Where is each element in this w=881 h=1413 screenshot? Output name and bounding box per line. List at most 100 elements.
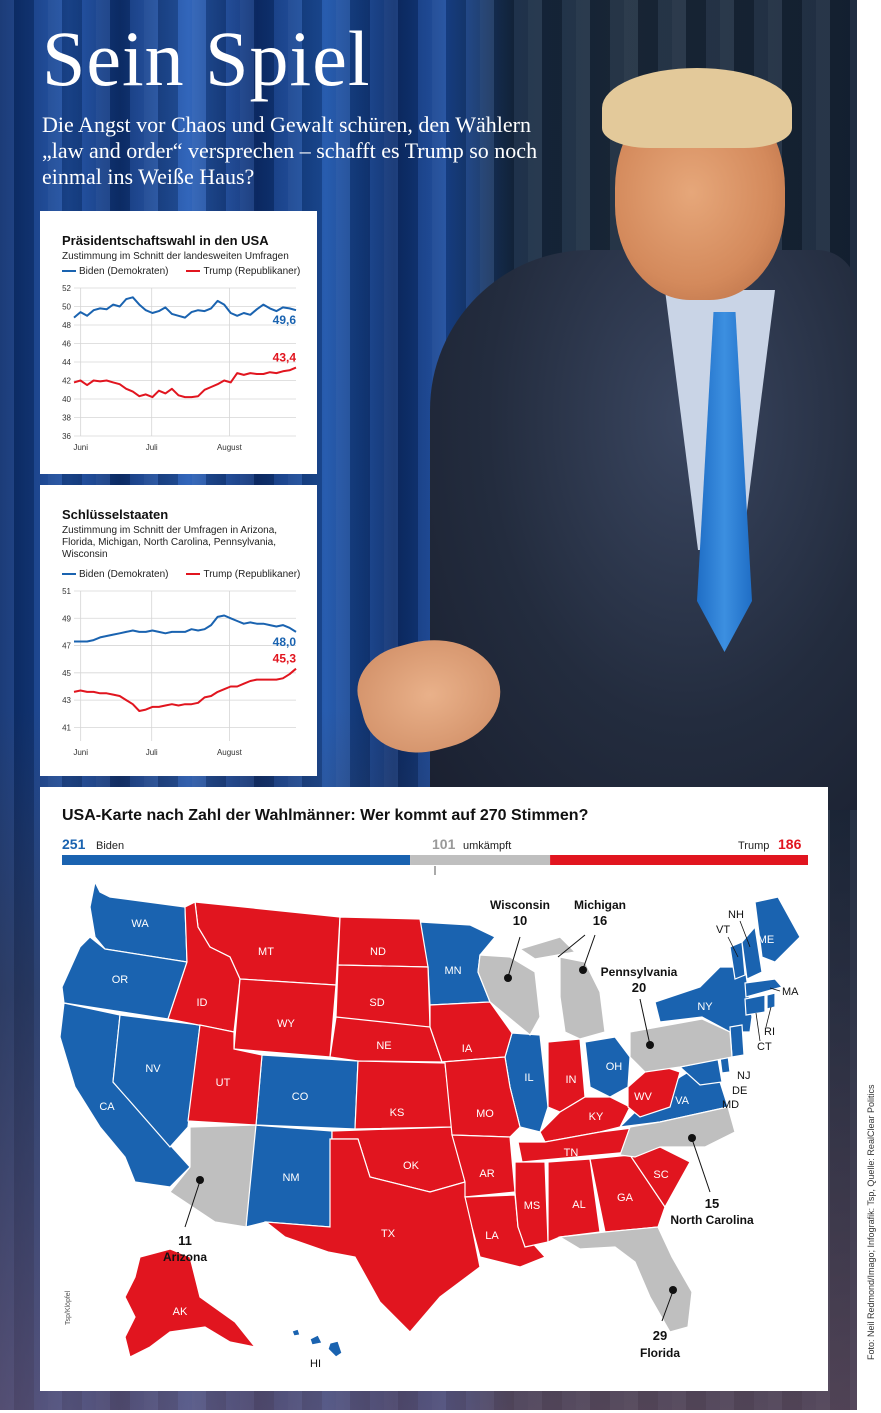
state-TX — [264, 1138, 481, 1333]
y-tick-label: 40 — [62, 395, 71, 404]
chart1-legend-biden: Biden (Demokraten) — [62, 266, 168, 277]
label-SC: SC — [653, 1169, 668, 1181]
label-IN: IN — [566, 1074, 577, 1086]
legend-label: Trump (Republikaner) — [203, 266, 301, 277]
state-PA — [629, 1018, 733, 1073]
callout-north-carolina-name: North Carolina — [670, 1213, 754, 1227]
label-OR: OR — [112, 974, 129, 986]
y-tick-label: 52 — [62, 284, 71, 293]
label-DE: DE — [732, 1085, 747, 1097]
legend-label: Trump (Republikaner) — [203, 569, 301, 580]
state-ME — [754, 896, 801, 963]
y-tick-label: 44 — [62, 358, 71, 367]
state-MI — [518, 936, 606, 1040]
x-tick-label: Juni — [73, 443, 88, 452]
x-tick-label: August — [217, 748, 243, 757]
photo-credit: Foto: Neil Redmond/Imago; Infografik: Ts… — [866, 1084, 876, 1360]
label-TN: TN — [564, 1147, 579, 1159]
chart2-title: Schlüsselstaaten — [62, 507, 169, 522]
x-tick-label: Juli — [146, 748, 158, 757]
callout-michigan-name: Michigan — [574, 898, 626, 912]
state-VT — [729, 941, 746, 980]
callout-arizona-votes: 11 — [178, 1233, 192, 1248]
chart1-legend: Biden (Demokraten) Trump (Republikaner) — [62, 266, 300, 277]
callout-florida-name: Florida — [640, 1346, 680, 1360]
label-CA: CA — [99, 1101, 115, 1113]
label-KS: KS — [390, 1107, 405, 1119]
label-WV: WV — [634, 1091, 652, 1103]
y-tick-label: 48 — [62, 321, 71, 330]
artist-tag: Tsp/Klöpfel — [65, 1290, 72, 1325]
chart-panel-swing: Schlüsselstaaten Zustimmung im Schnitt d… — [40, 485, 317, 776]
chart1-title: Präsidentschaftswahl in den USA — [62, 233, 269, 248]
legend-label: Biden (Demokraten) — [79, 569, 169, 580]
state-OR — [61, 936, 188, 1020]
label-NH: NH — [728, 909, 744, 921]
state-CT — [744, 994, 766, 1016]
leader-arizona — [184, 1180, 201, 1228]
label-WA: WA — [131, 918, 149, 930]
label-IA: IA — [462, 1043, 473, 1055]
leader-VT — [727, 936, 739, 958]
leader-wisconsin — [507, 936, 521, 978]
label-GA: GA — [617, 1192, 634, 1204]
y-tick-label: 47 — [62, 642, 71, 651]
leader-NH — [739, 920, 751, 948]
callout-arizona-name: Arizona — [163, 1250, 207, 1264]
legend-label: Biden (Demokraten) — [79, 266, 169, 277]
label-OH: OH — [606, 1061, 623, 1073]
bar-segment-biden — [62, 855, 411, 865]
label-AL: AL — [572, 1199, 585, 1211]
series-line — [73, 366, 297, 399]
callout-pennsylvania-name: Pennsylvania — [601, 965, 678, 979]
state-ID — [167, 901, 241, 1033]
label-ID: ID — [197, 997, 208, 1009]
state-WI — [477, 954, 541, 1036]
dot-florida — [669, 1286, 677, 1294]
label-ND: ND — [370, 946, 386, 958]
chart2-legend: Biden (Demokraten) Trump (Republikaner) — [62, 569, 302, 580]
callout-north-carolina-votes: 15 — [705, 1196, 719, 1211]
chart2-subtitle: Zustimmung im Schnitt der Umfragen in Ar… — [62, 525, 278, 560]
chart2-plot: 41 43 45 47 49 51 Juni Juli August 48,0 45,3 — [62, 587, 297, 757]
state-MA — [744, 978, 784, 998]
state-MO — [441, 1056, 521, 1138]
state-RI — [766, 992, 776, 1010]
series-end-label: 49,6 — [273, 313, 297, 327]
label-VT: VT — [716, 924, 730, 936]
label-NE: NE — [376, 1040, 391, 1052]
leader-RI — [765, 1006, 772, 1028]
label-MO: MO — [476, 1108, 494, 1120]
chart1-legend-trump: Trump (Republikaner) — [186, 266, 300, 277]
y-tick-label: 36 — [62, 432, 71, 441]
photo-background: Sein Spiel Die Angst vor Chaos und Gewal… — [0, 0, 857, 1410]
callout-michigan-votes: 16 — [593, 913, 607, 928]
x-tick-label: August — [217, 443, 243, 452]
dot-michigan — [579, 966, 587, 974]
label-MS: MS — [524, 1200, 541, 1212]
series-end-label: 45,3 — [273, 652, 297, 666]
label-UT: UT — [216, 1077, 231, 1089]
label-WY: WY — [277, 1018, 295, 1030]
label-MT: MT — [258, 946, 274, 958]
label-NV: NV — [145, 1063, 161, 1075]
series-line — [73, 667, 297, 712]
label-NM: NM — [282, 1172, 299, 1184]
label-SD: SD — [369, 997, 384, 1009]
y-tick-label: 41 — [62, 723, 71, 732]
dot-wisconsin — [504, 974, 512, 982]
x-tick-label: Juni — [73, 748, 88, 757]
state-FL — [558, 1226, 693, 1333]
vote-bar: 251 Biden 101 umkämpft Trump 186 — [62, 836, 808, 875]
y-tick-label: 51 — [62, 587, 71, 596]
label-MN: MN — [444, 965, 461, 977]
label-AK: AK — [173, 1306, 188, 1318]
leader-michigan-2 — [557, 934, 586, 958]
chart1-subtitle: Zustimmung im Schnitt der landesweiten U… — [62, 251, 289, 262]
bar-biden-value: 251 — [62, 836, 86, 852]
x-tick-label: Juli — [146, 443, 158, 452]
label-KY: KY — [589, 1111, 604, 1123]
map-title: USA-Karte nach Zahl der Wahlmänner: Wer … — [62, 807, 589, 824]
leader-michigan-1 — [582, 934, 596, 970]
callout-pennsylvania-votes: 20 — [632, 980, 646, 995]
